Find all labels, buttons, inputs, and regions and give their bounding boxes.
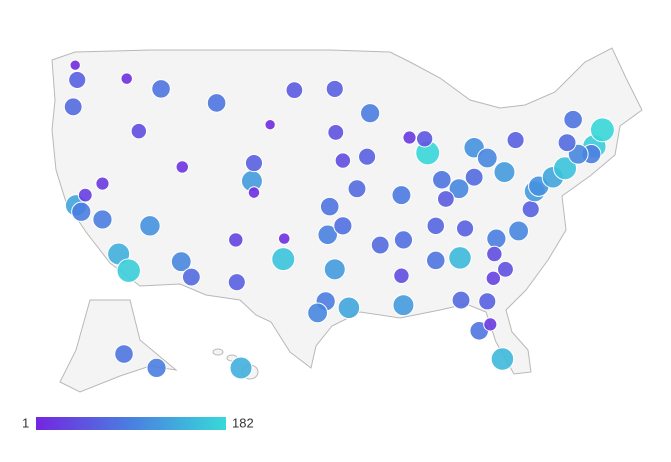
bubble[interactable]: [432, 169, 452, 190]
bubble[interactable]: [506, 131, 525, 150]
bubble[interactable]: [71, 201, 92, 222]
bubble[interactable]: [493, 161, 516, 184]
bubble[interactable]: [563, 109, 583, 130]
bubble[interactable]: [415, 130, 434, 148]
bubble[interactable]: [68, 70, 87, 89]
bubble[interactable]: [264, 119, 276, 131]
colorbar-max-label: 182: [232, 415, 254, 430]
bubble[interactable]: [464, 167, 484, 187]
map-outline: [51, 47, 643, 393]
bubble[interactable]: [448, 246, 472, 270]
bubble[interactable]: [370, 235, 390, 255]
bubble[interactable]: [92, 209, 113, 230]
colorbar-min-label: 1: [22, 415, 29, 430]
bubble[interactable]: [181, 267, 201, 287]
bubble[interactable]: [95, 176, 110, 191]
bubble[interactable]: [327, 123, 345, 141]
bubble[interactable]: [325, 79, 344, 98]
bubble[interactable]: [402, 130, 417, 145]
bubble[interactable]: [151, 79, 171, 99]
bubble[interactable]: [486, 245, 503, 263]
bubble[interactable]: [63, 97, 83, 117]
bubble[interactable]: [476, 147, 498, 169]
bubble[interactable]: [120, 72, 133, 85]
bubble[interactable]: [227, 273, 246, 292]
bubble[interactable]: [391, 185, 412, 206]
bubble[interactable]: [323, 258, 346, 281]
bubble[interactable]: [347, 179, 367, 199]
bubble[interactable]: [451, 290, 471, 310]
bubble[interactable]: [483, 317, 498, 332]
bubble[interactable]: [497, 260, 514, 278]
bubble[interactable]: [170, 251, 192, 273]
bubble[interactable]: [69, 59, 81, 71]
bubble[interactable]: [490, 347, 515, 371]
bubbles: [63, 59, 615, 380]
bubble[interactable]: [557, 133, 577, 153]
bubble[interactable]: [455, 219, 475, 238]
bubble[interactable]: [337, 296, 361, 320]
bubble[interactable]: [448, 178, 470, 200]
bubble[interactable]: [393, 267, 410, 284]
bubble[interactable]: [360, 103, 381, 124]
bubble[interactable]: [486, 228, 507, 249]
bubble[interactable]: [553, 156, 578, 181]
bubble[interactable]: [244, 154, 264, 173]
bubble[interactable]: [334, 152, 352, 169]
bubble[interactable]: [114, 344, 134, 364]
bubble[interactable]: [426, 216, 446, 236]
bubble[interactable]: [358, 147, 377, 166]
bubble[interactable]: [130, 122, 148, 140]
bubble[interactable]: [228, 232, 244, 248]
bubble[interactable]: [146, 357, 167, 379]
bubble[interactable]: [319, 196, 340, 217]
bubble[interactable]: [206, 93, 227, 113]
bubble[interactable]: [229, 356, 253, 380]
bubble[interactable]: [392, 294, 415, 317]
bubble[interactable]: [317, 224, 338, 246]
bubble[interactable]: [485, 270, 502, 287]
bubble[interactable]: [333, 216, 353, 236]
bubble[interactable]: [175, 160, 189, 174]
bubble[interactable]: [116, 258, 141, 283]
bubble[interactable]: [247, 186, 261, 199]
bubble[interactable]: [589, 117, 615, 143]
bubble[interactable]: [521, 200, 540, 219]
bubble[interactable]: [508, 220, 530, 242]
bubble[interactable]: [307, 302, 329, 324]
bubble[interactable]: [425, 250, 446, 271]
colorbar: [36, 417, 226, 430]
bubble[interactable]: [271, 247, 296, 272]
bubble[interactable]: [285, 81, 304, 100]
bubble[interactable]: [77, 187, 93, 203]
bubble[interactable]: [139, 215, 161, 237]
bubble[interactable]: [437, 190, 455, 208]
bubble[interactable]: [393, 230, 414, 250]
bubble[interactable]: [478, 292, 497, 311]
bubble[interactable]: [277, 232, 291, 245]
